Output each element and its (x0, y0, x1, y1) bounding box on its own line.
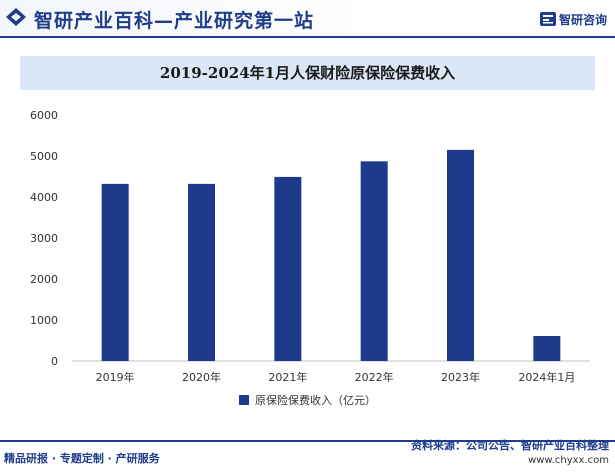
x-tick-label: 2022年 (355, 370, 394, 384)
bar (447, 149, 474, 361)
y-tick-label: 3000 (30, 232, 58, 245)
x-tick-label: 2019年 (96, 370, 135, 384)
footer-source: 资料来源：公司公告、智研产业百科整理 (411, 439, 609, 452)
bar (533, 335, 561, 361)
bar (188, 183, 215, 361)
brand-logo-icon (540, 12, 556, 26)
y-tick-label: 4000 (30, 191, 58, 204)
y-tick-label: 5000 (30, 150, 58, 163)
chart-title: 2019-2024年1月人保财险原保险保费收入 (159, 64, 456, 82)
x-tick-label: 2020年 (182, 370, 221, 384)
bar (360, 161, 388, 361)
brand-name: 智研咨询 (559, 13, 608, 27)
footer-url: www.chyxx.com (528, 455, 609, 466)
chart-title-band: 2019-2024年1月人保财险原保险保费收入 (20, 56, 595, 90)
legend-swatch (239, 395, 249, 405)
bar (274, 176, 302, 361)
y-tick-label: 1000 (30, 314, 58, 327)
x-tick-label: 2023年 (441, 370, 480, 384)
y-tick-label: 0 (51, 355, 58, 368)
bar-chart: 0 1000 2000 3000 4000 5000 6000 2019年 2020年 2021年… (30, 109, 590, 407)
bar (101, 183, 129, 361)
y-tick-label: 2000 (30, 273, 58, 286)
footer-services: 精品研报 · 专题定制 · 产研服务 (4, 452, 160, 465)
logo-icon (6, 8, 26, 26)
x-tick-label: 2024年1月 (518, 370, 575, 384)
x-tick-label: 2021年 (268, 370, 307, 384)
site-title: 智研产业百科—产业研究第一站 (34, 10, 315, 32)
footer-divider (0, 440, 615, 442)
header-divider (0, 36, 615, 38)
header-bar: 智研产业百科—产业研究第一站 智研咨询 (0, 0, 615, 36)
legend-label: 原保险保费收入（亿元） (255, 393, 376, 407)
y-tick-label: 6000 (30, 109, 58, 122)
